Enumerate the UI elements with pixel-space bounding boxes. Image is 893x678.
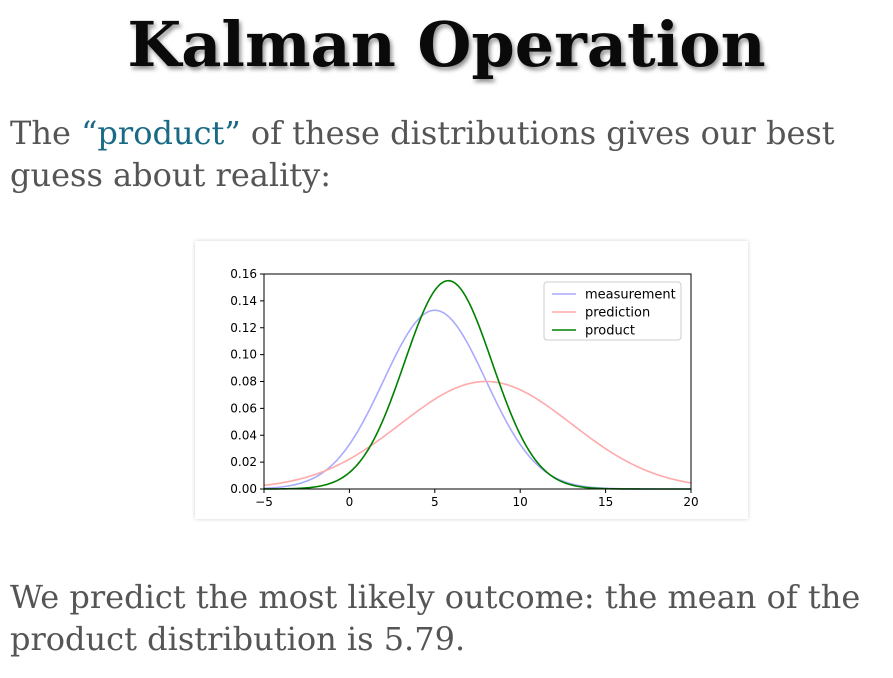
x-tick-label: 0 (346, 495, 354, 509)
y-tick-label: 0.12 (230, 321, 257, 335)
intro-text: The “product” of these distributions giv… (10, 112, 880, 196)
series-line-prediction (263, 380, 692, 487)
x-tick-label: 15 (598, 495, 613, 509)
intro-prefix: The (10, 114, 82, 152)
legend-label-product: product (585, 324, 635, 339)
legend-label-prediction: prediction (585, 306, 650, 321)
y-tick-label: 0.00 (230, 482, 257, 496)
y-tick-label: 0.14 (230, 294, 257, 308)
distribution-chart: −5 0 5 10 15 20 0.00 0.02 0.04 0.06 0.08 0.10 0.12 0.… (195, 241, 748, 519)
x-tick-label: 5 (431, 495, 439, 509)
y-tick-label: 0.06 (230, 401, 257, 415)
y-tick-label: 0.16 (230, 267, 257, 281)
x-tick-label: 10 (513, 495, 528, 509)
slide-title: Kalman Operation (127, 8, 766, 81)
y-tick-label: 0.04 (230, 428, 257, 442)
legend-box (543, 281, 682, 341)
chart-svg: −5 0 5 10 15 20 0.00 0.02 0.04 0.06 0.08 0.10 0.12 0.… (230, 267, 698, 509)
y-tick-label: 0.10 (230, 348, 257, 362)
y-tick-label: 0.08 (230, 375, 257, 389)
x-tick-label: 20 (683, 495, 698, 509)
y-tick-label: 0.02 (230, 455, 257, 469)
x-tick-label: −5 (255, 495, 273, 509)
legend-label-measurement: measurement (585, 288, 676, 303)
product-link[interactable]: “product” (81, 114, 241, 152)
intro-suffix: of these distributions gives our best gu… (10, 114, 835, 194)
conclusion-text: We predict the most likely outcome: the … (10, 578, 861, 658)
